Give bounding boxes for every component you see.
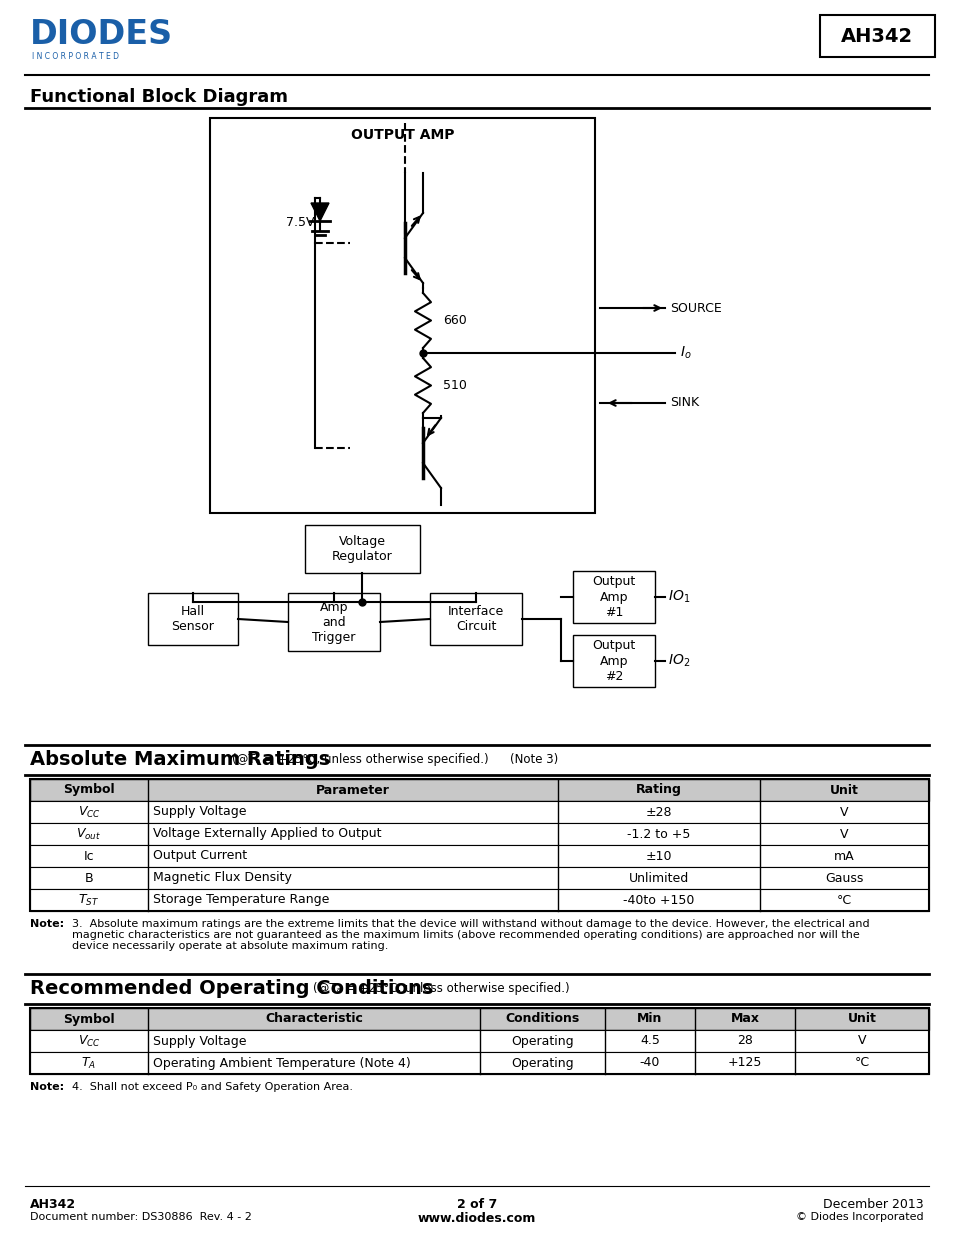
Text: -40to +150: -40to +150 [622, 893, 694, 906]
Text: -1.2 to +5: -1.2 to +5 [627, 827, 690, 841]
Text: $IO_2$: $IO_2$ [667, 653, 690, 669]
Text: Amp
and
Trigger: Amp and Trigger [312, 600, 355, 643]
Bar [30, 802, 928, 823]
Text: mA: mA [833, 850, 854, 862]
Text: $T_A$: $T_A$ [81, 1056, 96, 1071]
Text: 28: 28 [737, 1035, 752, 1047]
Bar [30, 1008, 928, 1074]
Text: Operating: Operating [511, 1056, 573, 1070]
Text: V: V [840, 827, 848, 841]
Text: 510: 510 [442, 379, 466, 391]
Text: DIODES: DIODES [30, 19, 172, 51]
Bar [30, 1052, 928, 1074]
Text: 4.  Shall not exceed P₀ and Safety Operation Area.: 4. Shall not exceed P₀ and Safety Operat… [71, 1082, 353, 1092]
Text: Voltage Externally Applied to Output: Voltage Externally Applied to Output [152, 827, 381, 841]
Text: © Diodes Incorporated: © Diodes Incorporated [796, 1212, 923, 1221]
Text: Voltage
Regulator: Voltage Regulator [332, 535, 393, 563]
Text: Output
Amp
#2: Output Amp #2 [592, 640, 635, 683]
Text: $IO_1$: $IO_1$ [667, 589, 690, 605]
Bar [573, 635, 655, 687]
Text: www.diodes.com: www.diodes.com [417, 1212, 536, 1225]
Text: OUTPUT AMP: OUTPUT AMP [351, 128, 454, 142]
Text: Unlimited: Unlimited [628, 872, 688, 884]
Bar [30, 779, 928, 911]
Text: Max: Max [730, 1013, 759, 1025]
Text: -40: -40 [639, 1056, 659, 1070]
Text: Min: Min [637, 1013, 662, 1025]
Text: SOURCE: SOURCE [669, 301, 721, 315]
Text: Storage Temperature Range: Storage Temperature Range [152, 893, 329, 906]
Text: V: V [857, 1035, 865, 1047]
Text: Characteristic: Characteristic [265, 1013, 362, 1025]
Text: 2 of 7: 2 of 7 [456, 1198, 497, 1212]
Text: Supply Voltage: Supply Voltage [152, 1035, 246, 1047]
Text: Hall
Sensor: Hall Sensor [172, 605, 214, 634]
Text: Functional Block Diagram: Functional Block Diagram [30, 88, 288, 106]
Bar [288, 593, 379, 651]
Text: AH342: AH342 [30, 1198, 76, 1212]
Text: ±10: ±10 [645, 850, 672, 862]
Text: Gauss: Gauss [824, 872, 862, 884]
Text: Symbol: Symbol [63, 783, 114, 797]
Bar [30, 1008, 928, 1030]
Text: AH342: AH342 [840, 26, 912, 46]
Text: B: B [85, 872, 93, 884]
Polygon shape [311, 203, 329, 221]
Bar [305, 525, 419, 573]
Bar [30, 779, 928, 802]
Text: (@Tₐ = +25°C, unless otherwise specified.): (@Tₐ = +25°C, unless otherwise specified… [313, 982, 569, 995]
Text: 3.  Absolute maximum ratings are the extreme limits that the device will withsta: 3. Absolute maximum ratings are the extr… [71, 919, 869, 929]
Text: Ic: Ic [84, 850, 94, 862]
Bar [30, 845, 928, 867]
Text: V: V [840, 805, 848, 819]
Text: Parameter: Parameter [315, 783, 390, 797]
Text: 660: 660 [442, 314, 466, 327]
Text: $I_o$: $I_o$ [679, 345, 691, 361]
Text: I N C O R P O R A T E D: I N C O R P O R A T E D [32, 52, 119, 61]
Text: December 2013: December 2013 [822, 1198, 923, 1212]
Text: Operating Ambient Temperature (Note 4): Operating Ambient Temperature (Note 4) [152, 1056, 411, 1070]
Text: Interface
Circuit: Interface Circuit [447, 605, 503, 634]
Text: Unit: Unit [846, 1013, 876, 1025]
Text: Unit: Unit [829, 783, 858, 797]
Text: °C: °C [836, 893, 851, 906]
Text: +125: +125 [727, 1056, 761, 1070]
Text: Magnetic Flux Density: Magnetic Flux Density [152, 872, 292, 884]
Bar [210, 119, 595, 513]
Text: SINK: SINK [669, 396, 699, 410]
Text: Note:: Note: [30, 1082, 64, 1092]
Text: $V_{CC}$: $V_{CC}$ [77, 804, 100, 820]
Bar [573, 571, 655, 622]
Bar [30, 823, 928, 845]
Text: Operating: Operating [511, 1035, 573, 1047]
Text: $V_{out}$: $V_{out}$ [76, 826, 101, 841]
Text: Document number: DS30886  Rev. 4 - 2: Document number: DS30886 Rev. 4 - 2 [30, 1212, 252, 1221]
Bar [148, 593, 237, 645]
Text: (Note 3): (Note 3) [510, 753, 558, 766]
Text: Symbol: Symbol [63, 1013, 114, 1025]
Text: Rating: Rating [636, 783, 681, 797]
Text: ±28: ±28 [645, 805, 672, 819]
Bar [430, 593, 521, 645]
Bar [30, 867, 928, 889]
Text: °C: °C [854, 1056, 868, 1070]
Bar [30, 889, 928, 911]
Bar [30, 1030, 928, 1052]
Text: $V_{CC}$: $V_{CC}$ [77, 1034, 100, 1049]
Text: 7.5V: 7.5V [286, 216, 314, 230]
Text: device necessarily operate at absolute maximum rating.: device necessarily operate at absolute m… [71, 941, 388, 951]
Text: $T_{ST}$: $T_{ST}$ [78, 893, 99, 908]
Text: Output Current: Output Current [152, 850, 247, 862]
Text: (@Tₐ = +25°C, unless otherwise specified.): (@Tₐ = +25°C, unless otherwise specified… [232, 753, 488, 766]
Bar [820, 15, 934, 57]
Text: Absolute Maximum Ratings: Absolute Maximum Ratings [30, 750, 330, 769]
Text: Output
Amp
#1: Output Amp #1 [592, 576, 635, 619]
Text: Recommended Operating Conditions: Recommended Operating Conditions [30, 979, 433, 998]
Text: Note:: Note: [30, 919, 64, 929]
Text: 4.5: 4.5 [639, 1035, 659, 1047]
Text: Supply Voltage: Supply Voltage [152, 805, 246, 819]
Text: magnetic characteristics are not guaranteed as the maximum limits (above recomme: magnetic characteristics are not guarant… [71, 930, 859, 940]
Text: Conditions: Conditions [505, 1013, 579, 1025]
